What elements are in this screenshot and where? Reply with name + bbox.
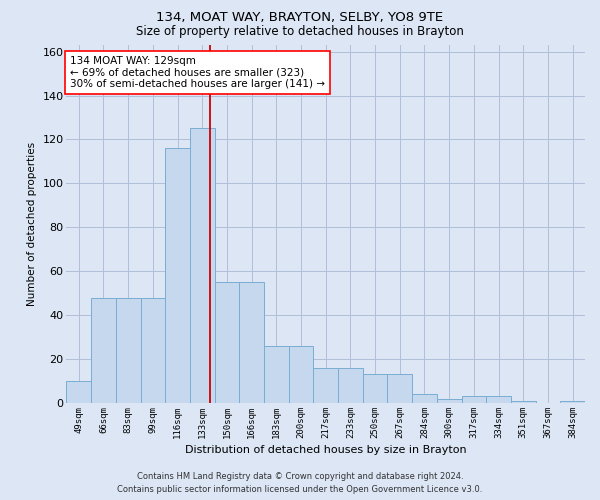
Bar	[560, 401, 585, 403]
Text: 134 MOAT WAY: 129sqm
← 69% of detached houses are smaller (323)
30% of semi-deta: 134 MOAT WAY: 129sqm ← 69% of detached h…	[70, 56, 325, 89]
Bar	[215, 282, 239, 403]
Bar	[486, 396, 511, 403]
Bar	[165, 148, 190, 403]
X-axis label: Distribution of detached houses by size in Brayton: Distribution of detached houses by size …	[185, 445, 467, 455]
Text: Contains HM Land Registry data © Crown copyright and database right 2024.
Contai: Contains HM Land Registry data © Crown c…	[118, 472, 482, 494]
Text: 134, MOAT WAY, BRAYTON, SELBY, YO8 9TE: 134, MOAT WAY, BRAYTON, SELBY, YO8 9TE	[157, 11, 443, 24]
Bar	[363, 374, 388, 403]
Bar	[239, 282, 264, 403]
Text: Size of property relative to detached houses in Brayton: Size of property relative to detached ho…	[136, 25, 464, 38]
Bar	[511, 401, 536, 403]
Bar	[412, 394, 437, 403]
Bar	[116, 298, 140, 403]
Bar	[461, 396, 486, 403]
Bar	[437, 398, 461, 403]
Bar	[190, 128, 215, 403]
Bar	[289, 346, 313, 403]
Bar	[67, 381, 91, 403]
Bar	[313, 368, 338, 403]
Bar	[388, 374, 412, 403]
Bar	[91, 298, 116, 403]
Bar	[264, 346, 289, 403]
Bar	[338, 368, 363, 403]
Y-axis label: Number of detached properties: Number of detached properties	[27, 142, 37, 306]
Bar	[140, 298, 165, 403]
